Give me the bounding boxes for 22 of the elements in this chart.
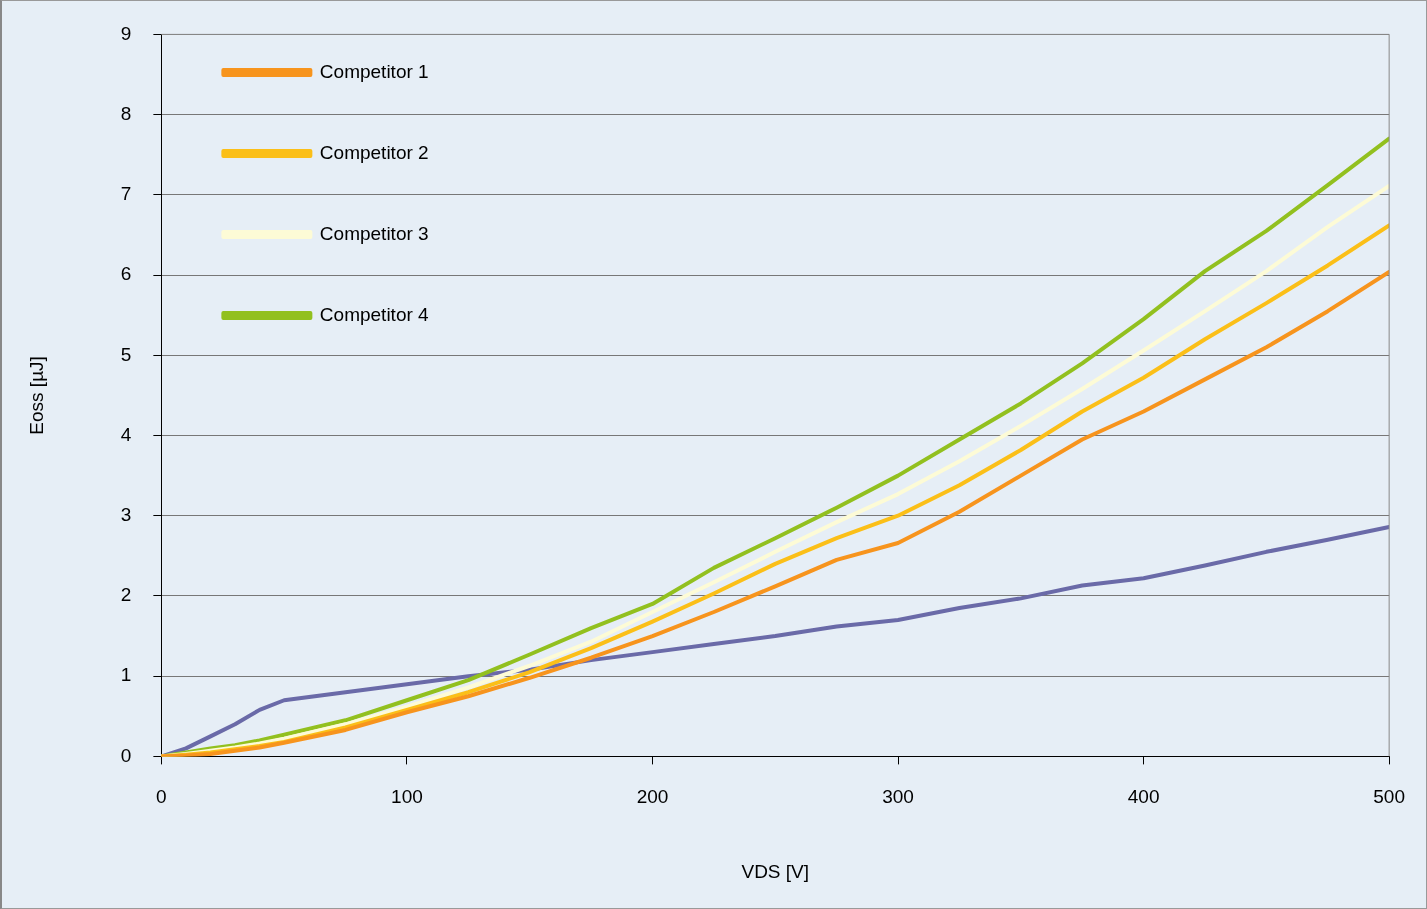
y-tick-label: 7	[120, 183, 132, 205]
legend-label: Competitor 3	[319, 222, 429, 244]
x-axis-title: VDS [V]	[741, 860, 810, 882]
legend-label: Competitor 2	[319, 141, 429, 163]
legend-label: Competitor 4	[319, 303, 430, 325]
y-tick-label: 4	[120, 423, 132, 445]
y-tick-label: 6	[120, 263, 132, 285]
y-tick-label: 0	[120, 744, 132, 766]
y-tick-label: 9	[120, 22, 132, 44]
y-tick-label: 5	[120, 343, 132, 365]
y-tick-label: 1	[120, 664, 132, 686]
x-tick-label: 100	[391, 786, 423, 808]
y-tick-label: 8	[120, 102, 132, 124]
y-tick-label: 3	[120, 503, 132, 525]
x-tick-label: 0	[156, 786, 167, 808]
x-tick-label: 200	[636, 786, 669, 808]
x-tick-label: 500	[1373, 786, 1405, 808]
legend-label: Competitor 1	[319, 60, 429, 82]
y-tick-label: 2	[120, 584, 132, 606]
y-axis-title: Eoss [µJ]	[25, 356, 47, 435]
x-tick-label: 300	[882, 786, 914, 808]
x-tick-label: 400	[1127, 786, 1160, 808]
